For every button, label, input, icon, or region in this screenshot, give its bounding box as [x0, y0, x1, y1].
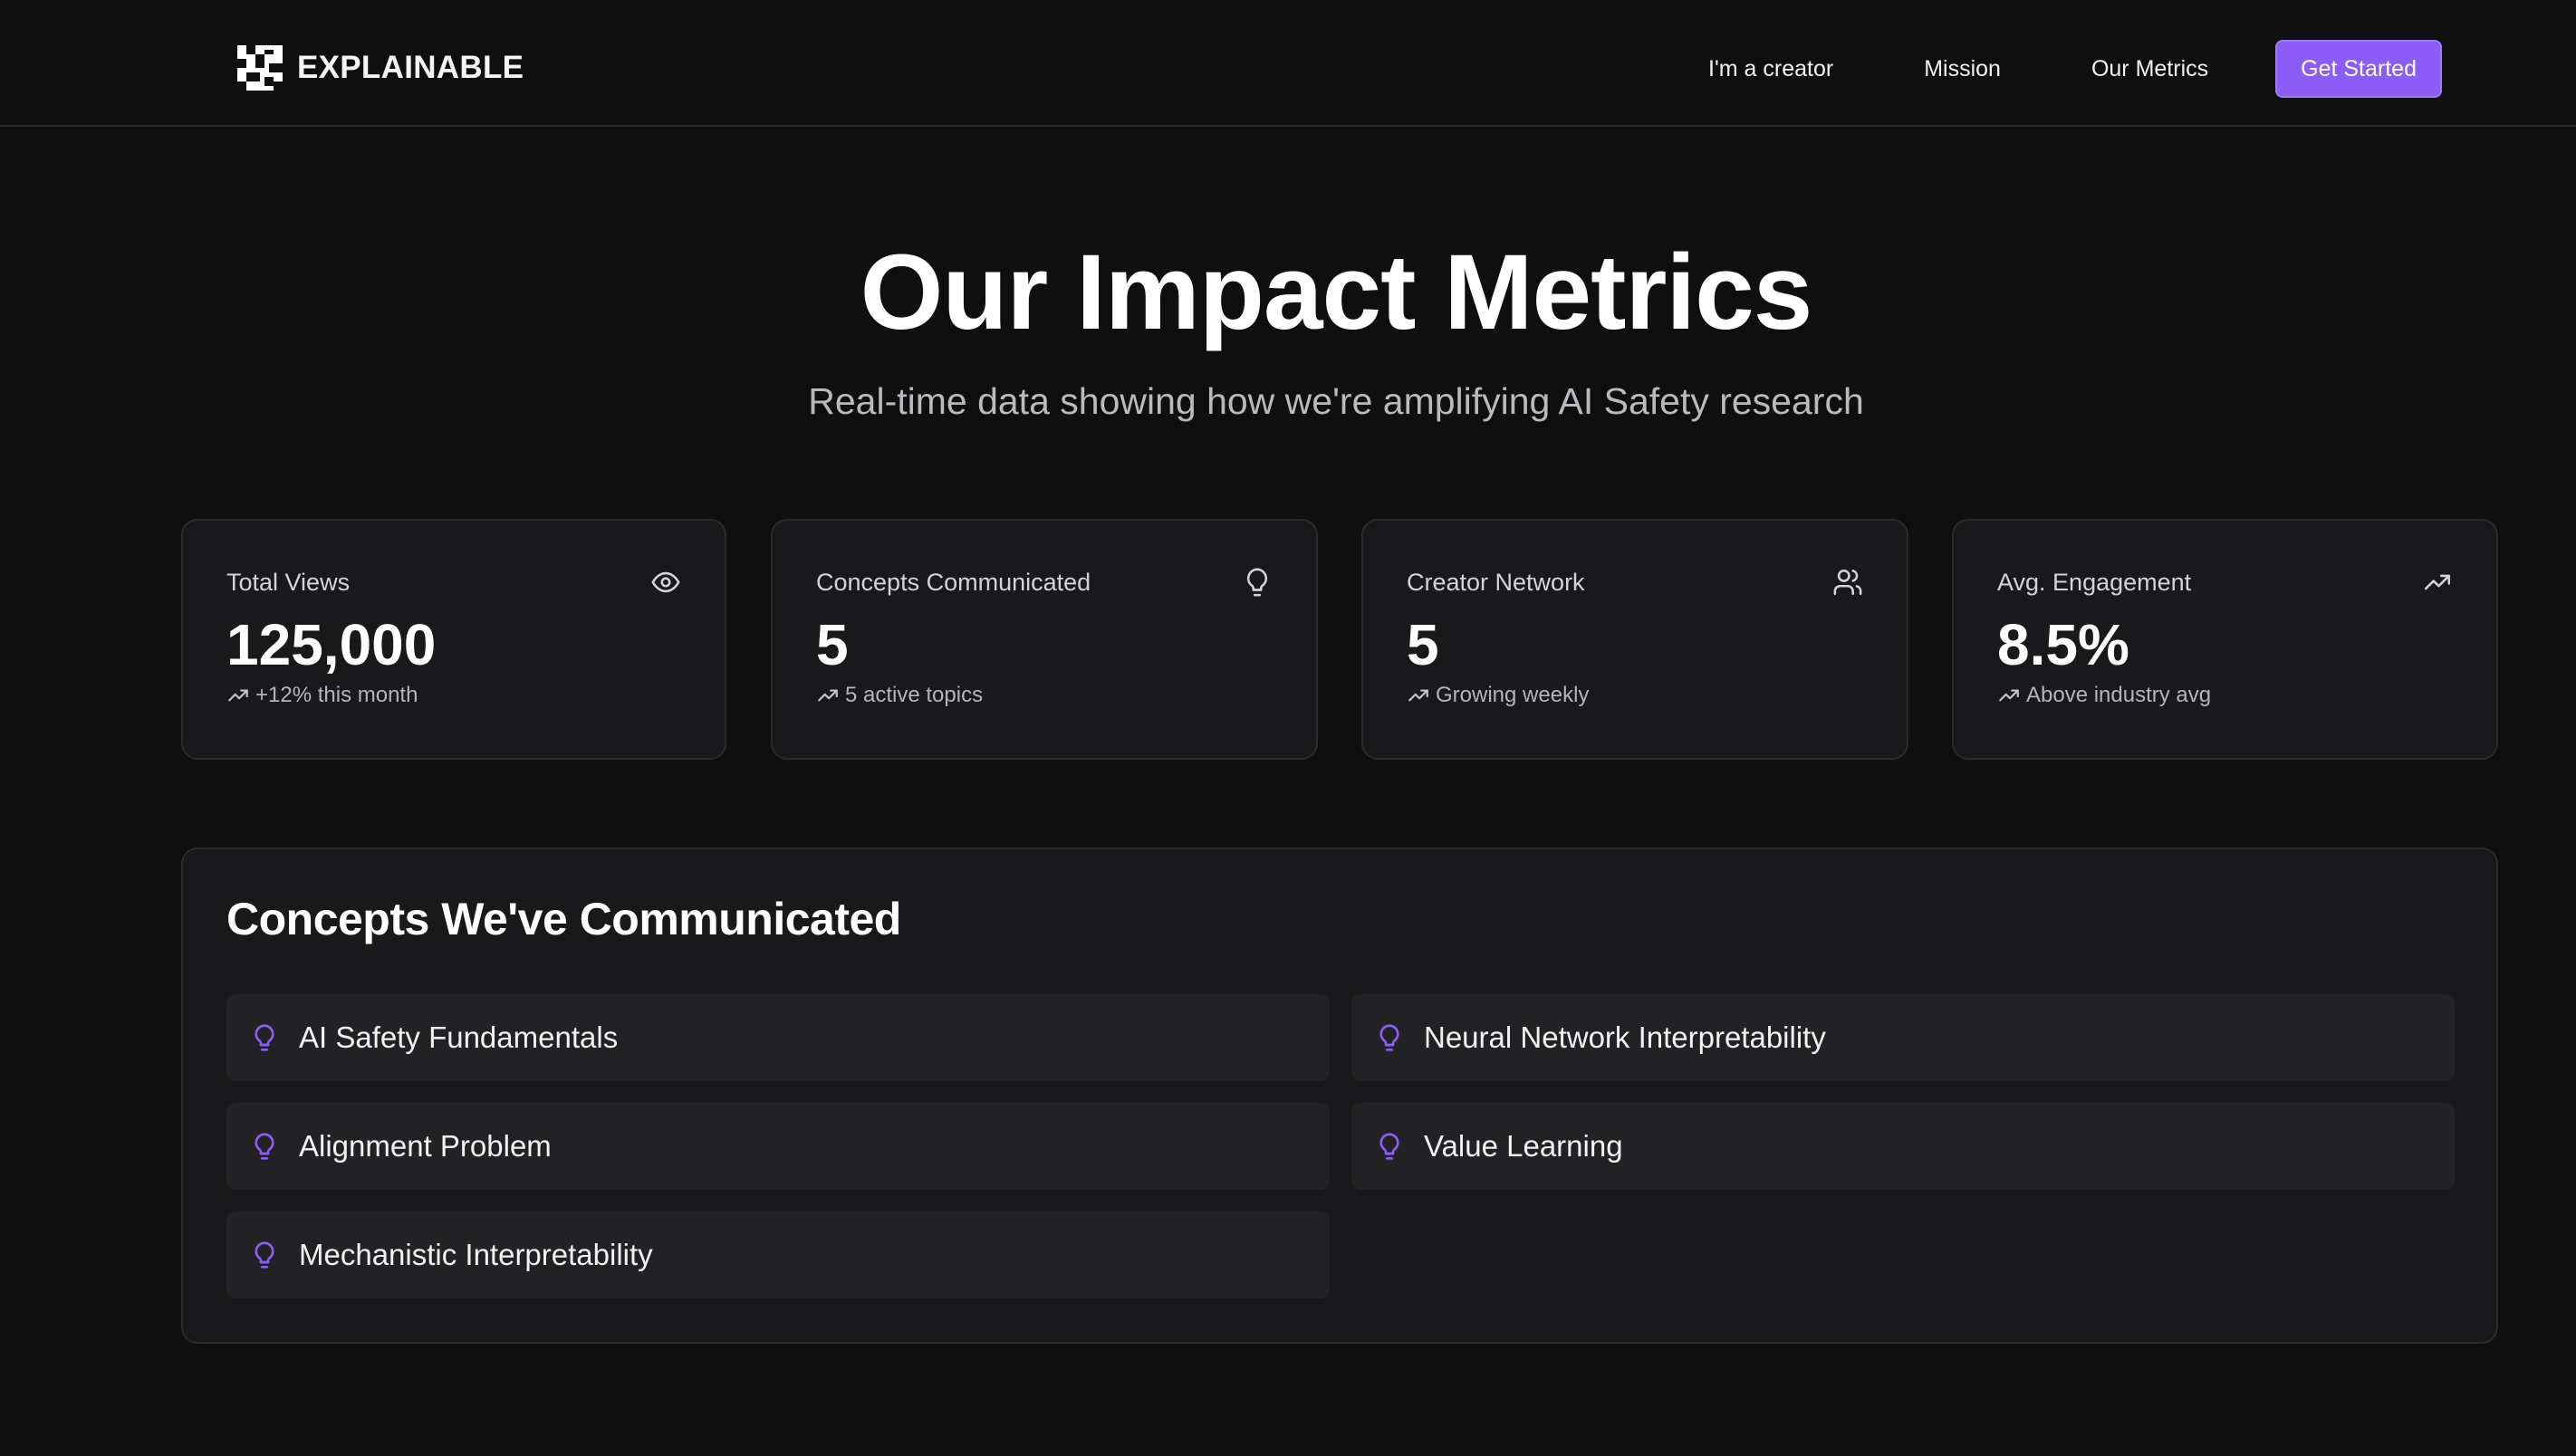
- nav-link-creator[interactable]: I'm a creator: [1708, 55, 1834, 81]
- concept-label: Value Learning: [1424, 1129, 1623, 1163]
- concepts-title: Concepts We've Communicated: [226, 894, 901, 944]
- concept-label: Alignment Problem: [299, 1129, 552, 1163]
- stat-trend: 5 active topics: [816, 683, 1273, 708]
- stat-trend-text: +12% this month: [255, 683, 418, 708]
- concept-item-alignment-problem: Alignment Problem: [226, 1103, 1330, 1190]
- lightbulb-icon: [1246, 568, 1268, 597]
- concept-label: Neural Network Interpretability: [1424, 1020, 1826, 1054]
- nav-link-metrics[interactable]: Our Metrics: [2091, 55, 2209, 81]
- stat-trend: Above industry avg: [1997, 683, 2453, 708]
- users-icon: [1833, 569, 1862, 596]
- pixel-logo-icon: [237, 45, 283, 91]
- site-header: EXPLAINABLE I'm a creator Mission Our Me…: [0, 0, 2576, 127]
- concept-item-value-learning: Value Learning: [1351, 1103, 2455, 1190]
- page-subtitle: Real-time data showing how we're amplify…: [808, 380, 1864, 422]
- trending-up-icon: [2424, 574, 2451, 590]
- brand-home-link[interactable]: EXPLAINABLE: [237, 45, 524, 91]
- lightbulb-icon: [1379, 1024, 1399, 1051]
- stat-trend-text: 5 active topics: [845, 683, 984, 708]
- concepts-panel: Concepts We've Communicated AI Safety Fu…: [181, 848, 2498, 1344]
- concept-label: Mechanistic Interpretability: [299, 1238, 653, 1271]
- get-started-button[interactable]: Get Started: [2275, 40, 2442, 98]
- stat-label: Concepts Communicated: [816, 568, 1091, 596]
- trending-up-icon: [228, 689, 248, 702]
- stat-card-creator-network: Creator Network 5 Growing weekly: [1361, 519, 1908, 760]
- trending-up-icon: [1408, 689, 1428, 702]
- concept-item-ai-safety-fundamentals: AI Safety Fundamentals: [226, 994, 1330, 1081]
- stat-trend: Growing weekly: [1407, 683, 1863, 708]
- concept-label: AI Safety Fundamentals: [299, 1020, 619, 1054]
- stat-label: Creator Network: [1407, 568, 1585, 596]
- trending-up-icon: [1999, 689, 2019, 702]
- lightbulb-icon: [255, 1024, 274, 1051]
- stats-grid: Total Views 125,000 +12% this month Conc…: [181, 519, 2498, 760]
- lightbulb-icon: [255, 1241, 274, 1269]
- stat-value: 5: [816, 612, 849, 677]
- stat-value: 8.5%: [1997, 612, 2129, 677]
- lightbulb-icon: [1379, 1133, 1399, 1160]
- eye-icon: [651, 571, 680, 593]
- nav-link-mission[interactable]: Mission: [1924, 55, 2001, 81]
- stat-trend: +12% this month: [226, 683, 681, 708]
- concept-item-mechanistic-interpretability: Mechanistic Interpretability: [226, 1212, 1330, 1298]
- concept-item-neural-network-interpretability: Neural Network Interpretability: [1351, 994, 2455, 1081]
- stat-label: Avg. Engagement: [1997, 568, 2192, 596]
- lightbulb-icon: [255, 1133, 274, 1160]
- brand-name: EXPLAINABLE: [297, 50, 524, 85]
- stat-value: 5: [1407, 612, 1439, 677]
- trending-up-icon: [818, 689, 838, 702]
- stat-card-total-views: Total Views 125,000 +12% this month: [181, 519, 726, 760]
- page-title: Our Impact Metrics: [860, 233, 1813, 352]
- stat-value: 125,000: [226, 612, 437, 677]
- main-nav: I'm a creator Mission Our Metrics Get St…: [1708, 40, 2442, 98]
- stat-trend-text: Growing weekly: [1436, 683, 1590, 708]
- stat-label: Total Views: [226, 568, 351, 596]
- stat-trend-text: Above industry avg: [2026, 683, 2212, 708]
- stat-card-concepts: Concepts Communicated 5 5 active topics: [771, 519, 1318, 760]
- stat-card-avg-engagement: Avg. Engagement 8.5% Above industry avg: [1952, 519, 2498, 760]
